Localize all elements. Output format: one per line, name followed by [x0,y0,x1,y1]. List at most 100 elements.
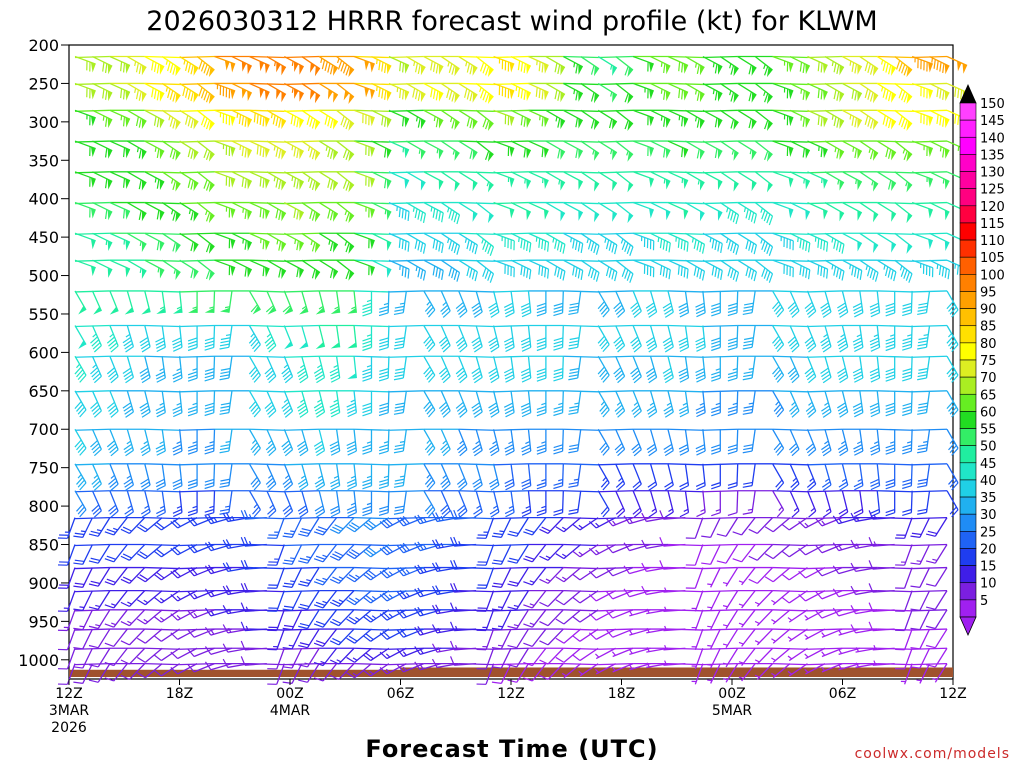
y-tick-label: 750 [28,459,59,478]
wind-barb [378,429,390,455]
wind-barb [821,463,832,491]
wind-barb [568,356,582,381]
wind-barb [623,542,651,552]
wind-barb [807,55,828,74]
wind-barb [144,232,165,252]
colorbar-label: 120 [980,200,1005,215]
wind-barb [510,55,532,75]
wind-barb [910,567,931,588]
wind-barb [667,109,689,128]
wind-barb [787,290,800,318]
wind-barb [388,259,410,279]
wind-barb [297,490,309,518]
wind-barb [388,82,410,101]
wind-barb [645,290,658,318]
wind-barb [702,259,723,280]
wind-barb [597,55,618,76]
wind-barb [885,325,896,352]
wind-barb [329,567,355,584]
wind-barb [894,82,913,105]
wind-barb [613,325,626,353]
wind-barb [911,232,934,250]
wind-barb [563,232,584,254]
wind-barb [140,429,151,457]
wind-barb [702,55,723,75]
colorbar-label: 140 [980,131,1005,146]
wind-barb [109,140,131,159]
wind-barb [214,82,236,100]
wind-barb [423,55,444,75]
wind-barb [219,325,233,350]
wind-barb [388,109,410,128]
wind-barb [299,325,309,350]
wind-barb [781,517,808,531]
wind-barb [685,109,705,130]
wind-barb [824,140,845,160]
wind-barb [204,564,233,575]
wind-barb [196,232,215,254]
wind-barb [572,628,599,642]
colorbar-label: 25 [980,525,997,540]
wind-barb [282,647,303,669]
wind-barb [458,232,478,255]
wind-barb [74,325,87,350]
wind-barb [104,663,128,682]
wind-barb [406,232,427,254]
wind-barb [910,517,931,538]
wind-barb [523,544,547,563]
y-tick-label: 400 [28,190,59,209]
wind-barb [104,628,128,647]
wind-barb [379,543,407,556]
wind-barb [807,232,829,252]
wind-barb [172,325,183,352]
wind-barb [695,325,706,352]
wind-barb [925,628,948,649]
wind-barb [179,55,199,76]
wind-barb [92,259,113,278]
wind-barb [528,171,549,189]
wind-barb [691,648,704,670]
wind-barb [475,140,494,162]
wind-barb [440,202,461,225]
wind-barb [691,628,704,650]
wind-barb [678,429,690,456]
wind-barb [393,290,408,316]
wind-barb [471,356,483,384]
wind-barb [504,490,515,518]
wind-barb [196,202,215,224]
wind-barb [528,232,550,252]
wind-barb [597,325,610,353]
wind-barb [727,290,739,317]
wind-barb [248,428,261,456]
wind-barb [347,290,357,314]
wind-barb [475,109,494,131]
wind-barb [423,355,436,383]
wind-barb [318,82,339,103]
wind-barb [458,109,478,130]
wind-barb [838,647,860,655]
wind-barb [489,429,500,457]
wind-barb [57,648,76,670]
wind-barb [615,56,634,78]
wind-barb [476,609,495,632]
wind-barb [648,490,658,518]
wind-barb [925,544,948,564]
wind-barb [283,82,305,102]
wind-barb [588,590,616,602]
credit-link[interactable]: coolwx.com/models [855,746,1010,762]
wind-barb [623,588,651,598]
wind-barb [120,517,146,534]
wind-barb [868,537,895,547]
wind-barb [318,109,339,130]
wind-barb [663,429,674,457]
wind-barb [646,429,658,457]
wind-barb [842,140,863,160]
wind-barb [423,390,436,418]
wind-barb [702,82,723,102]
wind-barb [771,628,791,644]
wind-barb [702,171,723,191]
wind-barb [702,232,723,254]
wind-barb [88,517,111,537]
wind-barb [57,628,76,651]
wind-barb [265,463,277,491]
